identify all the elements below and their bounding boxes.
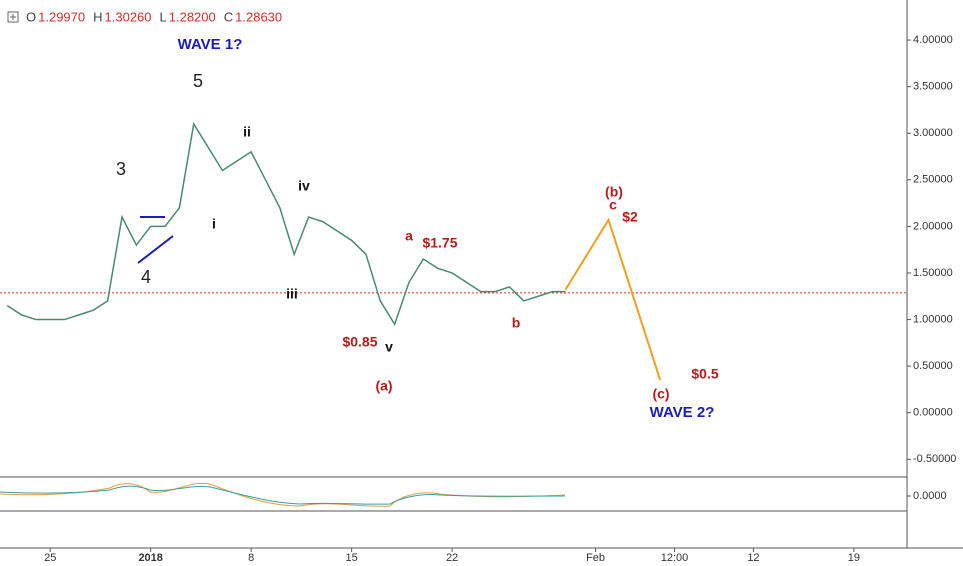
wave-label: iv	[298, 178, 310, 194]
wave-label: 5	[193, 71, 203, 91]
y-tick-label: 3.00000	[913, 127, 953, 139]
wave-label: c	[609, 197, 617, 213]
triangle-lines	[137, 216, 174, 264]
wave-label: WAVE 2?	[650, 404, 715, 421]
indicator-tick-label: 0.0000	[913, 490, 947, 502]
y-tick-label: 4.00000	[913, 34, 953, 46]
wave-label: $0.85	[342, 334, 377, 350]
x-tick-label: 22	[446, 552, 458, 564]
wave-label: a	[405, 228, 413, 244]
ohlc-key: L	[160, 9, 167, 24]
x-tick-label: 12:00	[661, 552, 689, 564]
wave-label: WAVE 1?	[178, 36, 243, 53]
price-series	[6, 121, 566, 326]
wave-label: iii	[286, 286, 298, 302]
wave-label: (b)	[605, 184, 623, 200]
wave-label: 4	[141, 267, 151, 287]
price-series	[564, 217, 662, 381]
ohlc-key: C	[224, 9, 233, 24]
wave-label: $0.5	[691, 366, 718, 382]
x-tick-label: 19	[848, 552, 860, 564]
y-tick-label: 2.50000	[913, 174, 953, 186]
y-tick-label: 2.00000	[913, 220, 953, 232]
y-tick-label: 1.00000	[913, 313, 953, 325]
wave-label: 3	[116, 159, 126, 179]
ohlc-key: H	[93, 9, 102, 24]
ohlc-value: 1.28200	[169, 9, 216, 24]
ohlc-value: 1.29970	[38, 9, 85, 24]
y-tick-label: 0.50000	[913, 360, 953, 372]
wave-label: $1.75	[422, 235, 457, 251]
wave-label: b	[512, 315, 521, 331]
indicator-signal	[0, 485, 566, 505]
x-tick-label: 2018	[138, 552, 162, 564]
ohlc-header: O 1.29970 H 1.30260 L 1.28200 C 1.28630	[26, 9, 282, 24]
x-tick-label: 12	[747, 552, 759, 564]
y-tick-label: -0.50000	[913, 453, 956, 465]
collapse-icon	[10, 14, 16, 20]
collapse-button[interactable]	[7, 11, 19, 23]
indicator-line	[0, 482, 566, 507]
wave-label: ii	[243, 124, 251, 140]
y-tick-label: 3.50000	[913, 81, 953, 93]
x-tick-label: 25	[44, 552, 56, 564]
ohlc-value: 1.30260	[105, 9, 152, 24]
x-tick-label: Feb	[586, 552, 605, 564]
ohlc-key: O	[26, 9, 36, 24]
ohlc-value: 1.28630	[235, 9, 282, 24]
wave-label: (a)	[375, 378, 392, 394]
wave-label: v	[385, 339, 393, 355]
wave-label: (c)	[652, 386, 669, 402]
wave-label: i	[212, 216, 216, 232]
x-tick-label: 15	[345, 552, 357, 564]
y-tick-label: 0.00000	[913, 407, 953, 419]
x-tick-label: 8	[248, 552, 254, 564]
wave-label: $2	[622, 209, 638, 225]
y-tick-label: 1.50000	[913, 267, 953, 279]
